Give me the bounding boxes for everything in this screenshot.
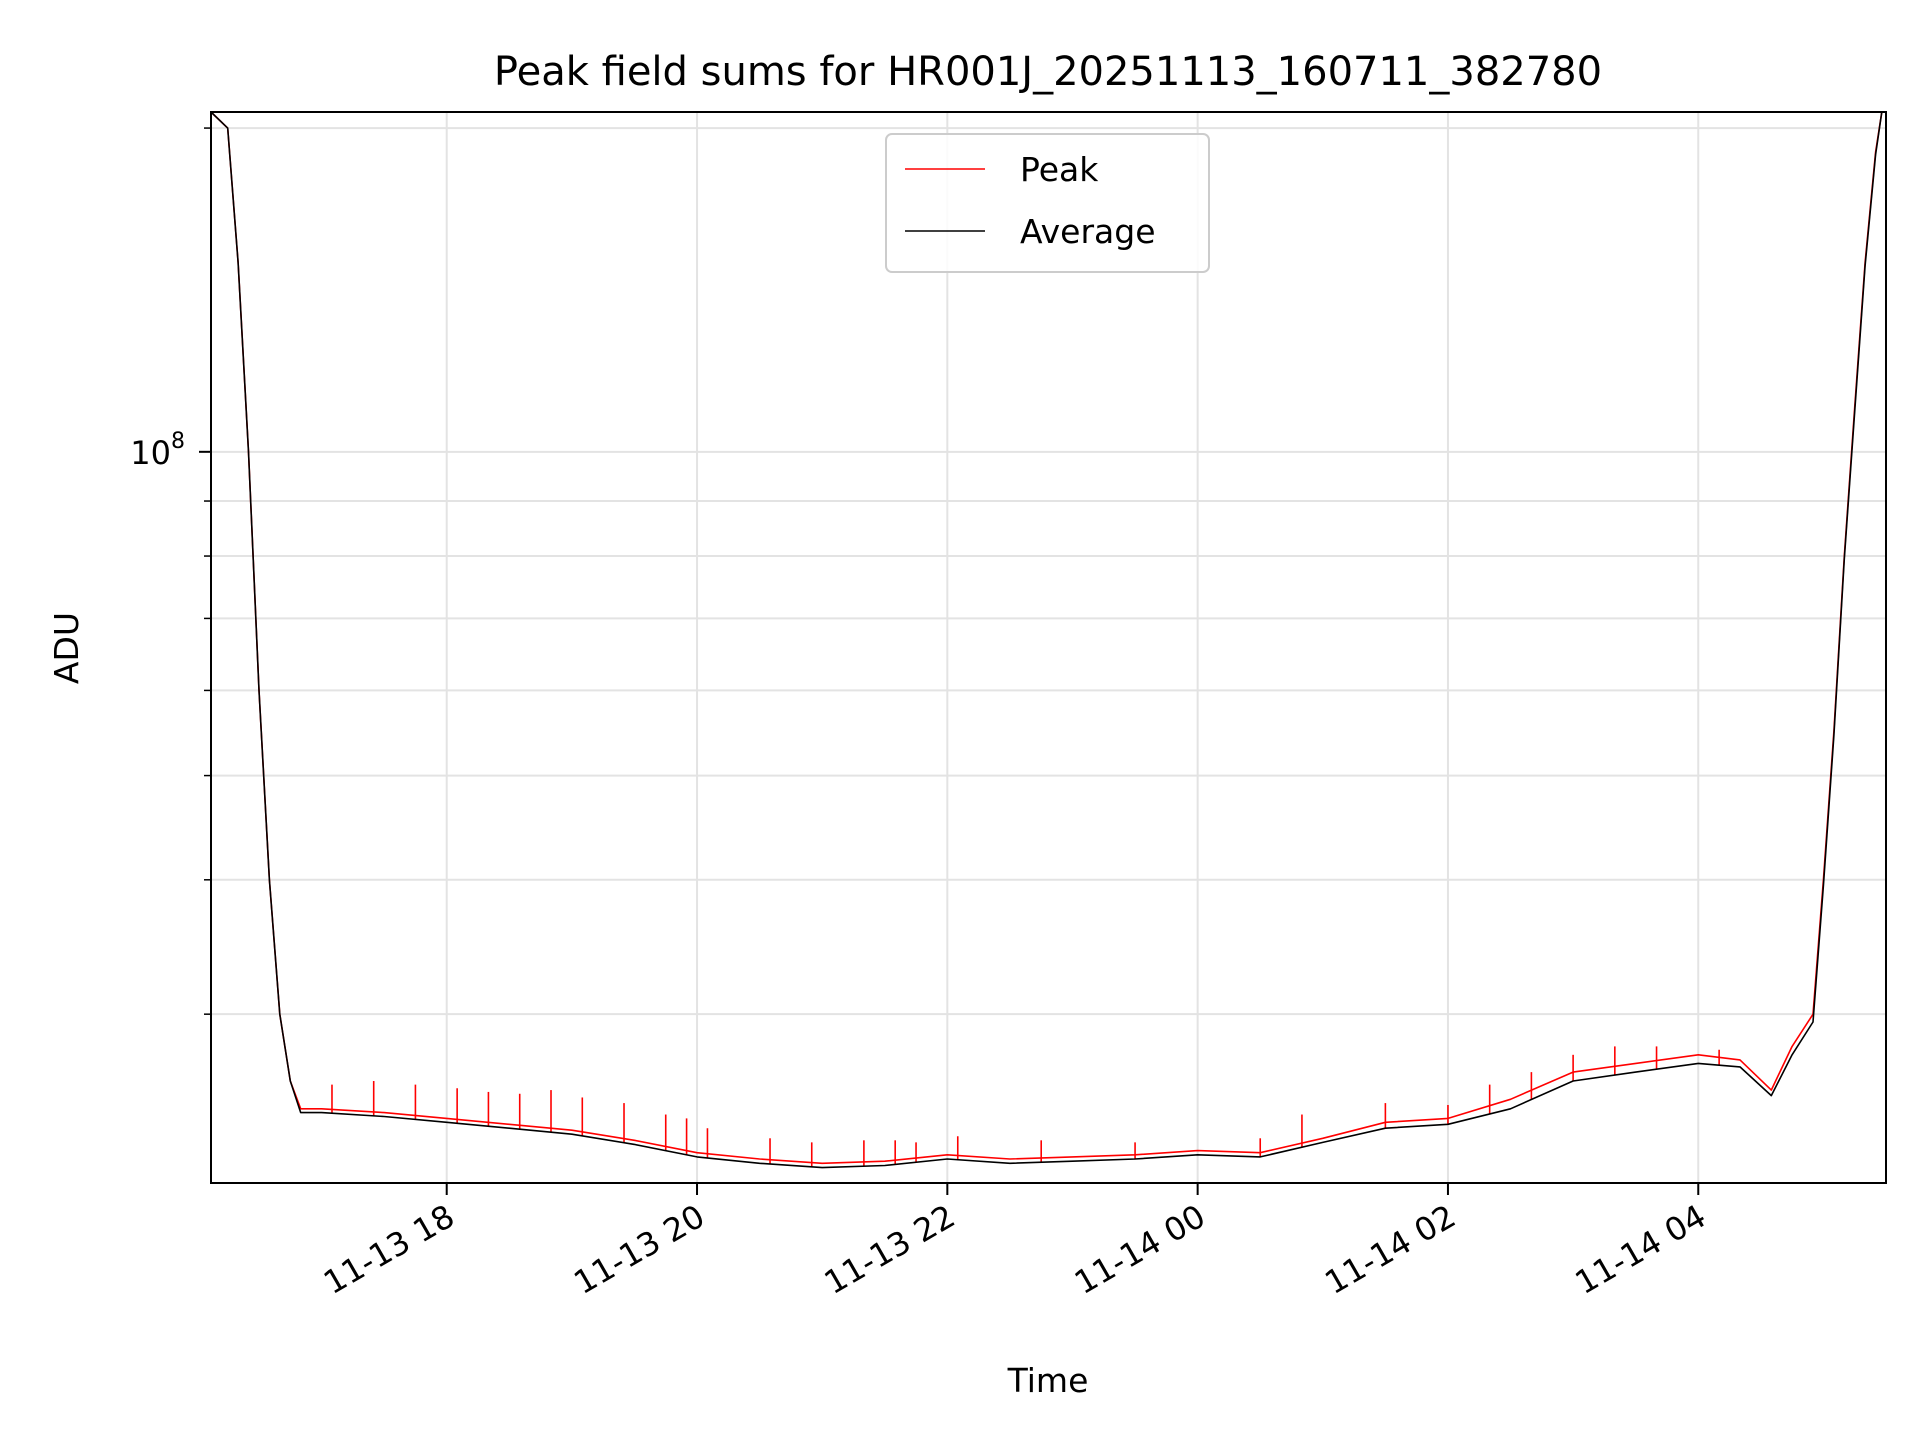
grid bbox=[211, 112, 1886, 1183]
plot-area bbox=[210, 111, 1883, 1169]
x-axis-label: Time bbox=[1007, 1361, 1089, 1400]
y-axis-label: ADU bbox=[47, 612, 86, 684]
legend-label-peak: Peak bbox=[1020, 150, 1099, 189]
chart-title: Peak field sums for HR001J_20251113_1607… bbox=[494, 49, 1602, 95]
series-line-average bbox=[210, 111, 1883, 1169]
plot-frame bbox=[210, 111, 1887, 1184]
legend-label-average: Average bbox=[1020, 212, 1156, 251]
y-tick-label-exponent: 8 bbox=[171, 429, 185, 454]
legend: Peak Average bbox=[885, 133, 1210, 273]
